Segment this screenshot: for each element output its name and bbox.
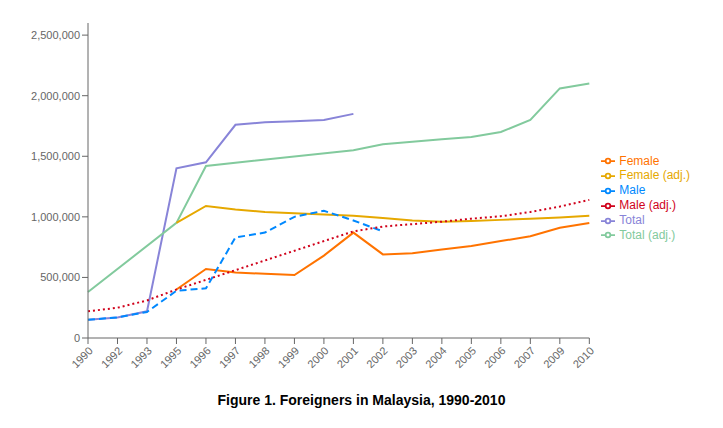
svg-text:1999: 1999	[276, 344, 302, 370]
svg-text:1996: 1996	[187, 344, 213, 370]
svg-text:2,000,000: 2,000,000	[31, 90, 80, 102]
svg-text:1995: 1995	[158, 344, 184, 370]
svg-text:2007: 2007	[511, 344, 537, 370]
svg-text:2003: 2003	[394, 344, 420, 370]
svg-text:1997: 1997	[217, 344, 243, 370]
svg-text:2004: 2004	[423, 344, 449, 370]
html-text:Male: Male	[619, 183, 646, 198]
svg-text:2005: 2005	[452, 344, 478, 370]
html-text:Total (adj.): Total (adj.)	[619, 227, 676, 242]
svg-text:2001: 2001	[335, 344, 361, 370]
html-text:Male (adj.): Male (adj.)	[619, 198, 676, 212]
svg-text:2,500,000: 2,500,000	[31, 29, 80, 41]
svg-text:1990: 1990	[69, 344, 95, 370]
svg-text:2010: 2010	[570, 344, 596, 370]
html-text:Total: Total	[619, 212, 645, 227]
svg-text:0: 0	[74, 332, 80, 344]
svg-text:2002: 2002	[364, 344, 390, 370]
svg-text:2009: 2009	[541, 344, 567, 370]
html-text:Female (adj.): Female (adj.)	[619, 168, 690, 183]
svg-text:1998: 1998	[246, 344, 272, 370]
svg-text:2006: 2006	[482, 344, 508, 370]
svg-text:500,000: 500,000	[40, 271, 80, 283]
html-text:Female: Female	[619, 153, 660, 168]
html-text:Figure 1. Foreigners in Malays: Figure 1. Foreigners in Malaysia, 1990-2…	[217, 392, 506, 408]
svg-text:1,500,000: 1,500,000	[31, 150, 80, 162]
svg-text:1,000,000: 1,000,000	[31, 211, 80, 223]
svg-text:2000: 2000	[305, 344, 331, 370]
svg-text:1993: 1993	[128, 344, 154, 370]
svg-text:1992: 1992	[99, 344, 125, 370]
